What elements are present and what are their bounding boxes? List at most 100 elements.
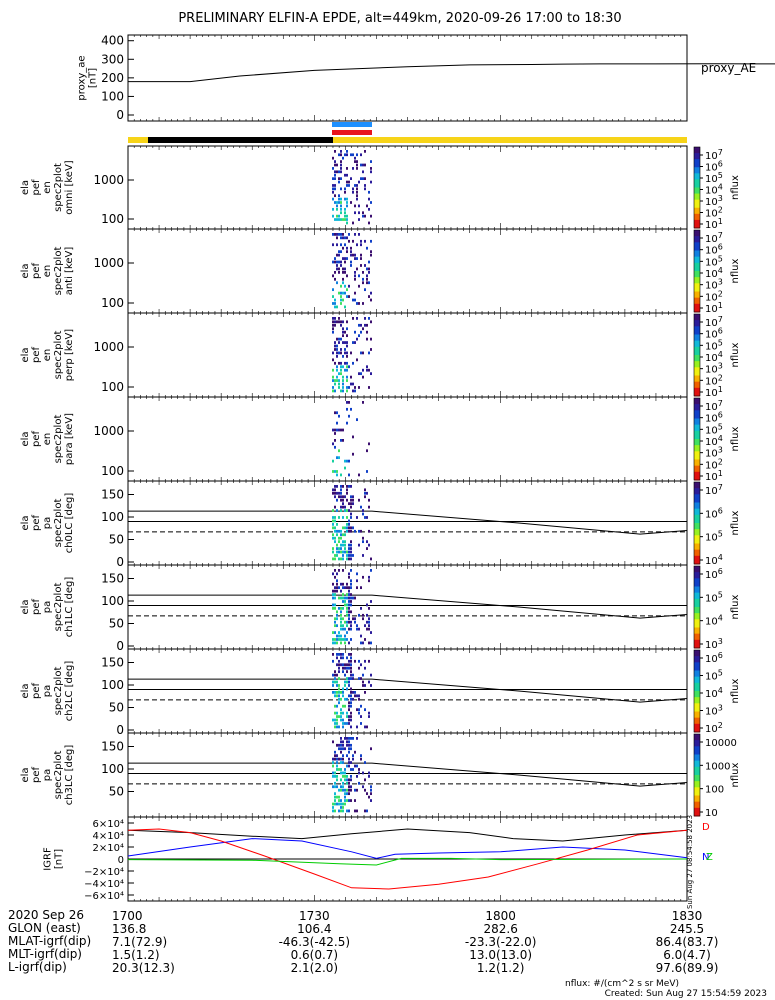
- colorbar-tick-label: 105: [705, 338, 723, 352]
- spectrogram-pixel: [340, 543, 342, 547]
- spectrogram-pixel: [336, 704, 338, 708]
- spectrogram-pixel: [340, 536, 342, 540]
- spectrogram-pixel: [346, 613, 348, 617]
- spectrogram-pixel: [338, 449, 340, 453]
- y-axis-label-line: spec2plot: [53, 331, 64, 380]
- spectrogram-pixel: [334, 589, 336, 593]
- spectrogram-pixel: [350, 656, 352, 660]
- colorbar-cell: [694, 352, 700, 356]
- proxy-ae-frame: [127, 34, 688, 122]
- spectrogram-pixel: [344, 348, 346, 351]
- spectrogram-pixel: [334, 505, 336, 509]
- spectrogram-pixel: [370, 600, 372, 603]
- spectrogram-pixel: [348, 401, 350, 404]
- spectrogram-pixel: [342, 495, 344, 499]
- colorbar-tick-label: 107: [705, 483, 723, 497]
- spectrogram-pixel: [348, 620, 350, 624]
- spectrogram-pixel: [352, 167, 354, 170]
- colorbar-tick-label: 105: [705, 254, 723, 268]
- spectrogram-pixel: [358, 697, 360, 701]
- colorbar-cell: [694, 266, 700, 270]
- colorbar-frame: [693, 146, 701, 229]
- spectrogram-pixel: [346, 295, 348, 298]
- spectrogram-pixel: [356, 197, 358, 201]
- spectrogram-pixel: [340, 641, 342, 645]
- spectrogram-pixel: [352, 596, 354, 600]
- spectrogram-pixel: [346, 526, 348, 530]
- colorbar-cell: [694, 149, 700, 152]
- spectrogram-pixel: [346, 389, 348, 393]
- spectrogram-pixel: [346, 379, 348, 382]
- spectrogram-pixel: [366, 809, 368, 813]
- colorbar-tick-label: 105: [705, 530, 723, 544]
- y-axis-label: ela pef en spec2plot anti [keV]: [20, 247, 75, 296]
- spectrogram-pixel: [336, 243, 338, 247]
- spectrogram-pixel: [332, 557, 334, 561]
- spectrogram-pixel: [366, 368, 368, 372]
- spectrogram-pixel: [356, 764, 358, 768]
- pitch-panel-frame: [127, 732, 688, 818]
- spectrogram-pixel: [346, 375, 348, 379]
- spectrogram-pixel: [352, 768, 354, 771]
- spectrogram-pixel: [348, 239, 350, 243]
- spectrogram-pixel: [334, 271, 336, 274]
- ephem-value: 245.5: [670, 922, 704, 936]
- spectrogram-pixel: [346, 180, 348, 184]
- colorbar-tick-label: 102: [705, 289, 723, 303]
- colorbar-cell: [694, 668, 700, 671]
- colorbar-cell: [694, 410, 700, 413]
- spectrogram-pixel: [370, 673, 372, 677]
- spectrogram-pixel: [350, 502, 352, 506]
- spectrogram-pixel: [356, 624, 358, 628]
- spectrogram-pixel: [346, 327, 348, 331]
- spectrogram-pixel: [350, 799, 352, 802]
- spectrogram-pixel: [368, 271, 370, 274]
- colorbar-cell: [694, 287, 700, 290]
- spectrogram-pixel: [348, 666, 350, 670]
- spectrogram-pixel: [332, 389, 334, 393]
- colorbar-cell: [694, 424, 700, 428]
- y-axis-label-line: en: [42, 349, 53, 362]
- spectrogram-pixel: [348, 233, 350, 236]
- colorbar-cell: [694, 635, 700, 639]
- colorbar-cell: [694, 650, 700, 653]
- colorbar-cell: [694, 803, 700, 807]
- spectrogram-pixel: [332, 295, 334, 298]
- spectrogram-pixel: [354, 257, 356, 260]
- spectrogram-pixel: [368, 624, 370, 628]
- spectrogram-pixel: [340, 243, 342, 247]
- spectrogram-pixel: [340, 348, 342, 351]
- spectrogram-pixel: [346, 764, 348, 768]
- ephem-value: 1730: [299, 909, 330, 923]
- spectrogram-pixel: [354, 389, 356, 393]
- spectrogram-pixel: [370, 167, 372, 170]
- colorbar-label: nflux: [730, 426, 741, 451]
- spectrogram-pixel: [332, 442, 334, 446]
- spectrogram-pixel: [346, 715, 348, 718]
- spectrogram-pixel: [340, 295, 342, 298]
- spectrogram-pixel: [342, 267, 344, 271]
- spectrogram-pixel: [340, 439, 342, 442]
- spectrogram-pixel: [356, 579, 358, 583]
- spectrogram-pixel: [366, 516, 368, 519]
- spectrogram-pixel: [336, 264, 338, 267]
- ephem-value: 97.6(89.9): [656, 961, 719, 975]
- spectrogram-pixel: [344, 260, 346, 264]
- spectrogram-pixel: [342, 281, 344, 285]
- spectrogram-pixel: [334, 802, 336, 806]
- spectrogram-pixel: [332, 516, 334, 519]
- spectrogram-pixel: [338, 666, 340, 670]
- y-tick-label: −2×10⁴: [84, 867, 124, 878]
- spectrogram-pixel: [342, 516, 344, 519]
- spectrogram-pixel: [348, 526, 350, 530]
- colorbar-tick-label: 103: [705, 446, 723, 460]
- spectrogram-pixel: [344, 799, 346, 802]
- spectrogram-pixel: [338, 214, 340, 218]
- colorbar-cell: [694, 643, 700, 647]
- y-axis-label: ela pef en spec2plot omni [keV]: [20, 160, 75, 214]
- spectrogram-pixel: [348, 600, 350, 603]
- spectrogram-pixel: [358, 233, 360, 236]
- spectrogram-pixel: [342, 257, 344, 260]
- spectrogram-pixel: [370, 239, 372, 243]
- spectrogram-pixel: [358, 473, 360, 477]
